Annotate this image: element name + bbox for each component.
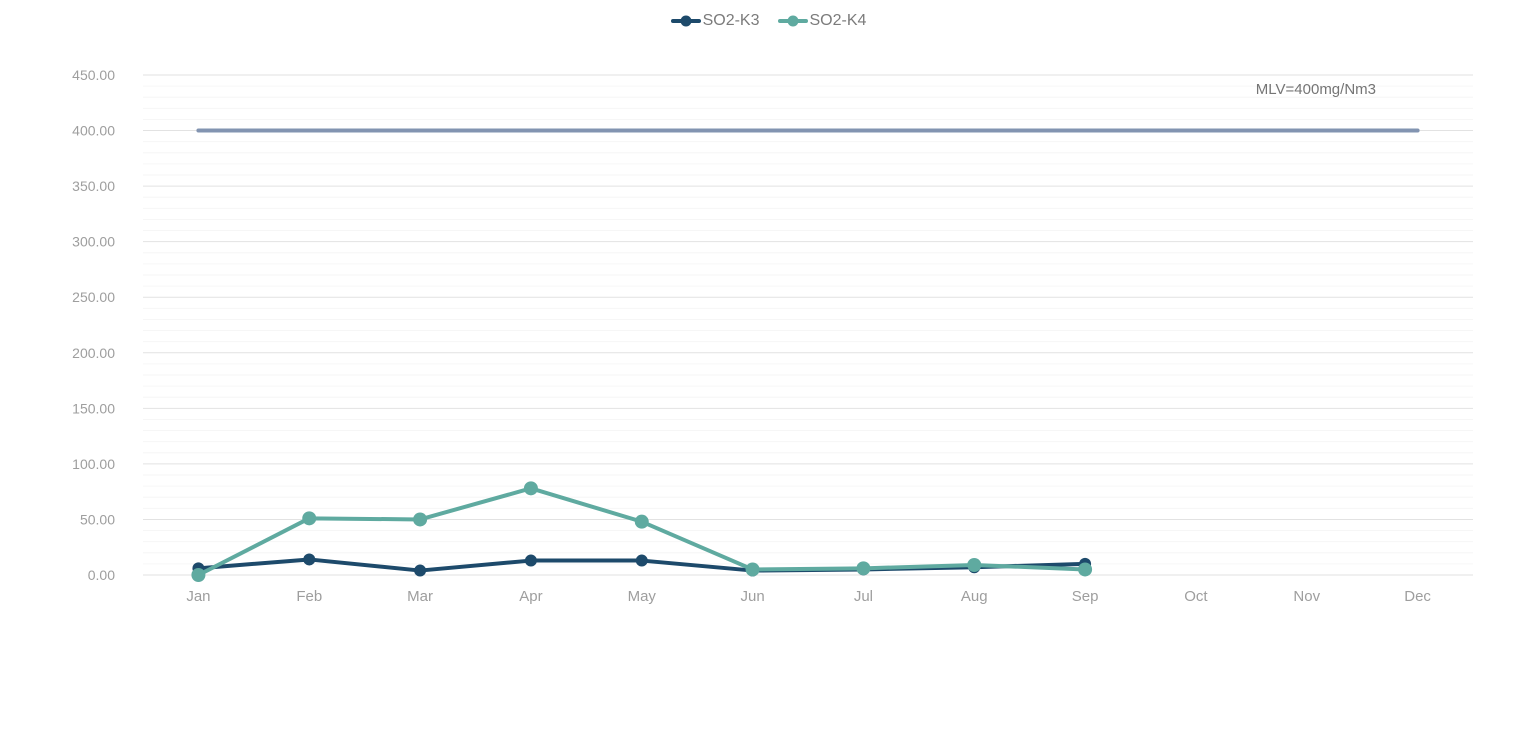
legend-label-so2-k3: SO2-K3 — [702, 12, 760, 29]
data-point-SO2-K3-Apr[interactable] — [524, 554, 537, 567]
data-point-SO2-K4-Apr[interactable] — [523, 481, 538, 496]
data-point-SO2-K4-Aug[interactable] — [967, 558, 982, 572]
data-point-SO2-K3-Mar[interactable] — [414, 564, 427, 577]
x-tick-label: Jan — [186, 588, 210, 605]
y-tick-label: 150.00 — [72, 400, 115, 416]
x-tick-label: Apr — [519, 588, 542, 605]
y-tick-label: 200.00 — [72, 345, 115, 361]
data-point-SO2-K4-Jan[interactable] — [191, 568, 206, 582]
mlv-annotation-label: MLV=400mg/Nm3 — [1255, 81, 1376, 98]
legend-label-so2-k4: SO2-K4 — [809, 12, 867, 29]
y-tick-label: 400.00 — [72, 123, 115, 139]
data-point-SO2-K4-Mar[interactable] — [413, 512, 428, 527]
data-point-SO2-K4-Sep[interactable] — [1078, 562, 1093, 577]
legend-marker-line-dot-icon — [777, 15, 808, 27]
data-point-SO2-K4-Feb[interactable] — [302, 511, 317, 526]
data-point-SO2-K4-May[interactable] — [634, 514, 649, 529]
x-tick-label: Sep — [1072, 588, 1099, 605]
x-axis-tick-labels: Jan Feb Mar Apr May Jun Jul Aug Sep Oct Nov Dec — [186, 588, 1431, 605]
minor-gridlines — [143, 85, 1473, 565]
x-tick-label: Nov — [1293, 588, 1320, 605]
x-tick-label: Jul — [854, 588, 873, 605]
data-point-SO2-K3-Feb[interactable] — [303, 553, 316, 566]
x-tick-label: Dec — [1404, 588, 1431, 605]
x-tick-label: May — [628, 588, 657, 605]
legend-item-so2-k4[interactable]: SO2-K4 — [777, 11, 867, 31]
x-tick-label: Mar — [407, 588, 433, 605]
y-axis-tick-labels: 0.00 50.00 100.00 150.00 200.00 250.00 300.00 3… — [72, 67, 115, 583]
y-tick-label: 100.00 — [72, 456, 115, 472]
x-tick-label: Oct — [1184, 588, 1208, 605]
x-tick-label: Feb — [296, 588, 322, 605]
y-tick-label: 250.00 — [72, 289, 115, 305]
data-point-SO2-K3-May[interactable] — [635, 554, 648, 567]
y-tick-label: 50.00 — [80, 511, 115, 527]
data-point-SO2-K4-Jul[interactable] — [856, 561, 871, 576]
major-gridlines — [143, 74, 1473, 576]
chart-legend: SO2-K3 SO2-K4 — [0, 11, 1537, 31]
legend-marker-line-dot-icon — [670, 15, 701, 27]
series-SO2-K4 — [191, 481, 1093, 582]
y-tick-label: 350.00 — [72, 178, 115, 194]
x-tick-label: Aug — [961, 588, 988, 605]
y-tick-label: 450.00 — [72, 67, 115, 83]
y-tick-label: 0.00 — [88, 567, 115, 583]
data-point-SO2-K4-Jun[interactable] — [745, 562, 760, 577]
y-tick-label: 300.00 — [72, 234, 115, 250]
legend-item-so2-k3[interactable]: SO2-K3 — [670, 11, 760, 31]
x-tick-label: Jun — [740, 588, 764, 605]
